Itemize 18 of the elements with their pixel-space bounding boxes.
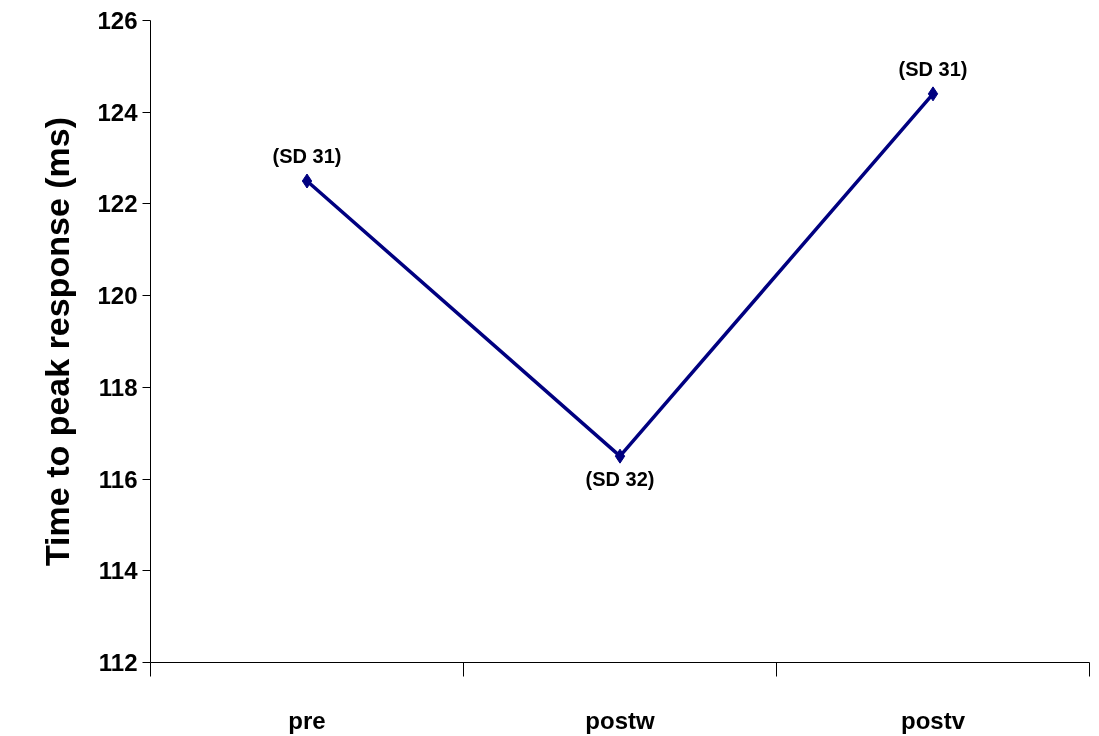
x-tick-label: postv xyxy=(901,706,966,734)
y-tick-label: 124 xyxy=(97,98,139,126)
y-tick-label: 120 xyxy=(97,282,138,310)
y-tick-label: 126 xyxy=(97,7,138,34)
y-tick-label: 122 xyxy=(97,190,138,218)
x-tick-label: pre xyxy=(288,706,326,734)
y-tick-label: 116 xyxy=(98,465,138,493)
point xyxy=(301,173,313,189)
y-tick-label: 114 xyxy=(98,557,139,585)
annotation: (SD 31) xyxy=(898,57,968,80)
y-tick-label: 112 xyxy=(98,649,138,676)
annotation: (SD 31) xyxy=(272,145,342,167)
y-tick-label: 118 xyxy=(98,373,138,401)
x-tick-label: postw xyxy=(585,706,655,734)
point xyxy=(927,86,939,102)
point xyxy=(614,448,626,464)
y-axis-title: Time to peak response (ms) xyxy=(38,116,77,567)
annotation: (SD 32) xyxy=(585,468,655,491)
